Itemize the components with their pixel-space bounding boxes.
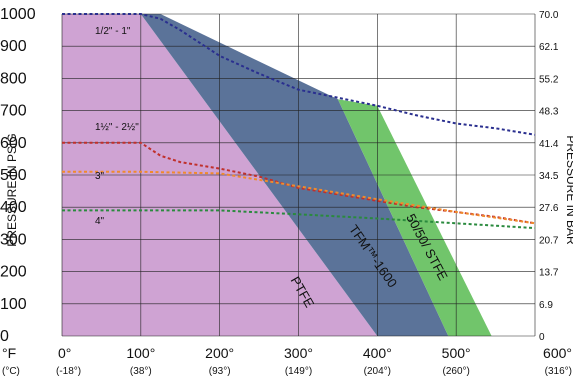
y-tick-label: 500 [0, 167, 27, 184]
series-label-1-2-1: 1/2" - 1" [95, 26, 131, 37]
x-tick-label-celsius: (316°) [545, 366, 572, 377]
x-tick-label: 0° [58, 345, 71, 361]
y-tick-label: 600 [0, 135, 27, 152]
band-50-50-stfe [337, 99, 492, 336]
y2-tick-label: 20.7 [539, 235, 559, 246]
series-line-3 [62, 170, 536, 225]
y-tick-label: 300 [0, 231, 27, 248]
x-tick-label-celsius: (-18°) [56, 366, 81, 377]
series-layer [62, 13, 536, 230]
y-tick-label: 900 [0, 38, 27, 55]
y2-tick-label: 0 [539, 332, 545, 343]
y-tick-label: 700 [0, 103, 27, 120]
y-axis-title: PRESSURE IN PSIG [5, 133, 19, 246]
series-line-1-2-1 [62, 13, 536, 136]
x-tick-label-celsius: (204°) [364, 366, 391, 377]
x-unit-label: °F [2, 345, 16, 361]
x-tick-label: 500° [442, 345, 471, 361]
y-tick-label: 100 [0, 296, 27, 313]
y2-tick-label: 48.3 [539, 107, 559, 118]
series-label-1-2: 1½" - 2½" [95, 122, 139, 133]
series-label-3: 3" [95, 171, 105, 182]
y2-tick-label: 13.7 [539, 268, 559, 279]
y-tick-label: 800 [0, 70, 27, 87]
x-tick-label: 400° [363, 345, 392, 361]
x-tick-label: 200° [205, 345, 234, 361]
y2-tick-label: 34.5 [539, 171, 559, 182]
x-tick-label: 600° [543, 345, 572, 361]
x-tick-label-celsius: (38°) [130, 366, 152, 377]
x-tick-label-celsius: (149°) [285, 366, 312, 377]
x-tick-label: 300° [284, 345, 313, 361]
x-tick-label: 100° [126, 345, 155, 361]
series-line-4 [62, 209, 536, 230]
x-tick-label-celsius: (93°) [209, 366, 231, 377]
y2-tick-label: 6.9 [539, 300, 553, 311]
y2-tick-label: 41.4 [539, 139, 559, 150]
y2-axis-title: PRESSURE IN BAR [564, 135, 573, 245]
y2-tick-label: 70.0 [539, 10, 559, 21]
y2-tick-label: 55.2 [539, 74, 559, 85]
tick-layer: 0 100 200 300 400 500 600 700 800 900 1000 0 6.9 13.7… [0, 6, 573, 377]
y-tick-label: 0 [0, 328, 9, 345]
y-tick-label: 400 [0, 199, 27, 216]
y2-tick-label: 62.1 [539, 42, 559, 53]
y2-tick-label: 27.6 [539, 203, 559, 214]
series-label-4: 4" [95, 216, 105, 227]
x-alt-unit-label: (°C) [2, 366, 20, 377]
x-tick-label-celsius: (260°) [442, 366, 469, 377]
y-tick-label: 200 [0, 264, 27, 281]
y-tick-label: 1000 [0, 6, 36, 23]
